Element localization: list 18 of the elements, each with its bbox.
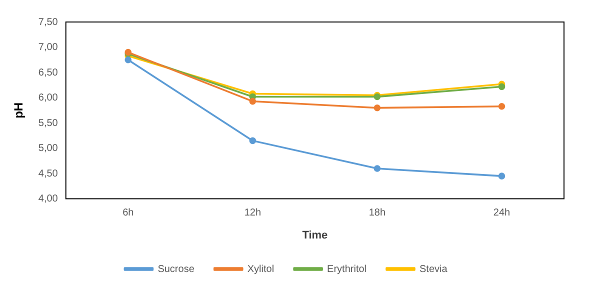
y-tick-label: 7,00 — [38, 42, 58, 54]
x-tick-label: 12h — [244, 208, 262, 219]
legend-label: Erythritol — [327, 264, 367, 275]
y-tick-label: 7,50 — [38, 16, 58, 28]
y-tick-label: 4,00 — [38, 194, 58, 205]
legend-label: Stevia — [420, 264, 448, 275]
x-tick-label: 6h — [122, 208, 134, 219]
y-tick-label: 6,50 — [38, 67, 58, 78]
y-tick-label: 4,50 — [38, 168, 58, 180]
x-tick-label: 24h — [493, 208, 510, 219]
x-tick-label: 18h — [368, 208, 386, 219]
x-axis-title: Time — [302, 229, 328, 242]
legend-label: Sucrose — [158, 264, 195, 275]
y-tick-label: 6,00 — [38, 92, 58, 104]
y-tick-label: 5,50 — [38, 118, 58, 129]
y-tick-label: 5,00 — [38, 143, 58, 154]
legend-label: Xylitol — [247, 264, 274, 275]
y-axis-title: pH — [12, 102, 26, 118]
